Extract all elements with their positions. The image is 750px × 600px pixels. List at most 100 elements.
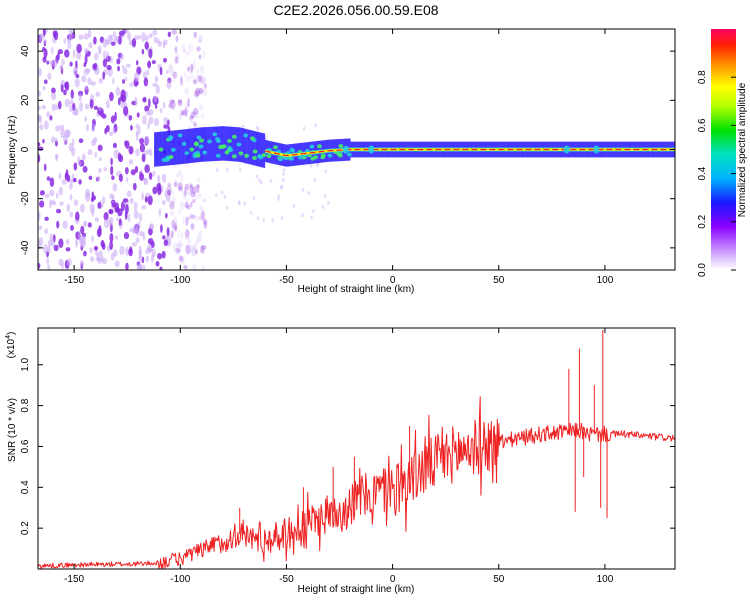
spectrogram-noise-point — [200, 77, 205, 83]
spectrogram-band-cell — [183, 129, 185, 164]
spectrogram-noise-point — [142, 96, 147, 103]
spectrogram-band-cell — [253, 130, 255, 166]
spectrogram-noise-point — [89, 256, 95, 262]
spectrogram-noise-point — [277, 197, 280, 202]
spectrogram-band-cell — [206, 127, 208, 162]
spectrogram-band-cell — [174, 130, 176, 165]
spectrogram-noise-point — [50, 200, 56, 205]
spectrogram-noise-point — [150, 254, 155, 263]
spectrogram-band-cell — [262, 133, 264, 168]
spectrogram-noise-point — [108, 208, 113, 214]
spectrogram-noise-point — [105, 50, 109, 60]
spectrogram-band-cell — [198, 127, 201, 163]
spectrogram-band-cell — [163, 131, 165, 166]
spectrogram-blob — [252, 149, 258, 154]
spectrogram-blob — [212, 132, 218, 137]
spectrogram-noise-point — [195, 237, 199, 245]
spectrogram-noise-point — [188, 63, 194, 71]
spectrogram-noise-point — [203, 221, 208, 229]
spectrogram-noise-point — [189, 183, 193, 189]
spectrogram-y-label: Frequency (Hz) — [7, 116, 18, 185]
spectrogram-blob — [317, 144, 322, 149]
spectrogram-noise-point — [183, 71, 187, 78]
spectrogram-band-cell — [257, 131, 259, 167]
spectrogram-noise-point — [55, 192, 59, 200]
spectrogram-noise-point — [125, 63, 131, 68]
spectrogram-noise-point — [321, 205, 325, 210]
spectrogram-noise-point — [123, 105, 129, 116]
spectrogram-band-cell — [211, 126, 213, 162]
spectrogram-noise-point — [184, 87, 190, 95]
spectrogram-noise-point — [155, 84, 160, 95]
spectrogram-noise-point — [186, 188, 190, 197]
x-tick-label: -50 — [279, 275, 294, 286]
spectrogram-noise-point — [110, 157, 113, 166]
spectrogram-band-cell — [168, 130, 170, 166]
spectrogram-noise-point — [124, 140, 128, 147]
spectrogram-band-cell — [227, 126, 230, 161]
spectrogram-noise-point — [147, 60, 152, 69]
spectrogram-noise-point — [197, 237, 202, 243]
spectrogram-noise-point — [269, 179, 273, 184]
spectrogram-x-ticks: -150 -100 -50 0 50 100 — [64, 29, 614, 286]
spectrogram-blob — [181, 141, 187, 146]
x-tick-label: -150 — [64, 574, 84, 585]
spectrogram-noise-point — [39, 123, 44, 131]
spectrogram-noise-point — [277, 194, 281, 199]
spectrogram-noise-point — [157, 252, 163, 260]
spectrogram-noise-point — [197, 75, 203, 83]
spectrogram-noise-point — [180, 232, 184, 240]
snr-frame — [37, 327, 676, 570]
spectrogram-band-cell — [244, 128, 247, 164]
spectrogram-noise-point — [64, 82, 68, 89]
spectrogram-blob — [289, 156, 294, 161]
spectrogram-noise-point — [184, 235, 189, 241]
spectrogram-blob — [309, 144, 315, 149]
spectrogram-noise-point — [42, 244, 49, 255]
spectrogram-noise-point — [198, 103, 204, 112]
spectrogram-band-cell — [221, 126, 224, 161]
spectrogram-noise-point — [185, 199, 190, 204]
spectrogram-noise-point — [130, 169, 136, 176]
spectrogram-blob — [195, 153, 201, 158]
x-tick-label: -150 — [64, 275, 84, 286]
spectrogram-noise-point — [133, 72, 140, 82]
spectrogram-noise-point — [58, 186, 63, 196]
spectrogram-blob — [243, 133, 249, 138]
snr-x-ticks: -150 -100 -50 0 50 100 — [64, 328, 614, 585]
spectrogram-noise-point — [44, 216, 49, 221]
spectrogram-band-cell — [165, 131, 168, 166]
spectrogram-noise-point — [78, 161, 82, 166]
spectrogram-blob — [218, 145, 223, 150]
spectrogram-noise-point — [112, 77, 115, 85]
spectrogram-noise-point — [83, 250, 87, 257]
snr-y-exponent: (x104) — [5, 332, 17, 359]
spectrogram-band-cell — [258, 132, 261, 167]
spectrogram-noise-point — [174, 56, 179, 64]
spectrogram-blob — [236, 142, 242, 147]
spectrogram-noise-point — [302, 126, 306, 131]
spectrogram-noise-point — [131, 242, 138, 247]
colorbar-tick-label: 0.8 — [697, 70, 708, 84]
spectrogram-noise-point — [91, 235, 95, 243]
y-tick-label: -20 — [20, 191, 31, 206]
spectrogram-noise-point — [69, 61, 73, 67]
spectrogram-noise-point — [114, 35, 119, 42]
spectrogram-noise-point — [109, 240, 113, 251]
spectrogram-noise-point — [142, 71, 147, 79]
spectrogram-noise-point — [128, 145, 134, 155]
spectrogram-noise-point — [181, 109, 187, 116]
spectrogram-band-cell — [187, 128, 189, 164]
spectrogram-noise-point — [109, 91, 114, 102]
spectrogram-noise-point — [53, 244, 59, 252]
spectrogram-noise-point — [161, 200, 167, 206]
spectrogram-noise-point — [197, 232, 201, 240]
spectrogram-noise-point — [190, 246, 196, 256]
spectrogram-noise-point — [84, 103, 90, 110]
spectrogram-noise-point — [38, 35, 43, 44]
spectrogram-noise-point — [198, 88, 204, 95]
spectrogram-noise-point — [166, 185, 172, 194]
spectrogram-blob — [158, 147, 164, 152]
spectrogram-noise-point — [119, 245, 125, 256]
spectrogram-noise-point — [87, 149, 93, 156]
